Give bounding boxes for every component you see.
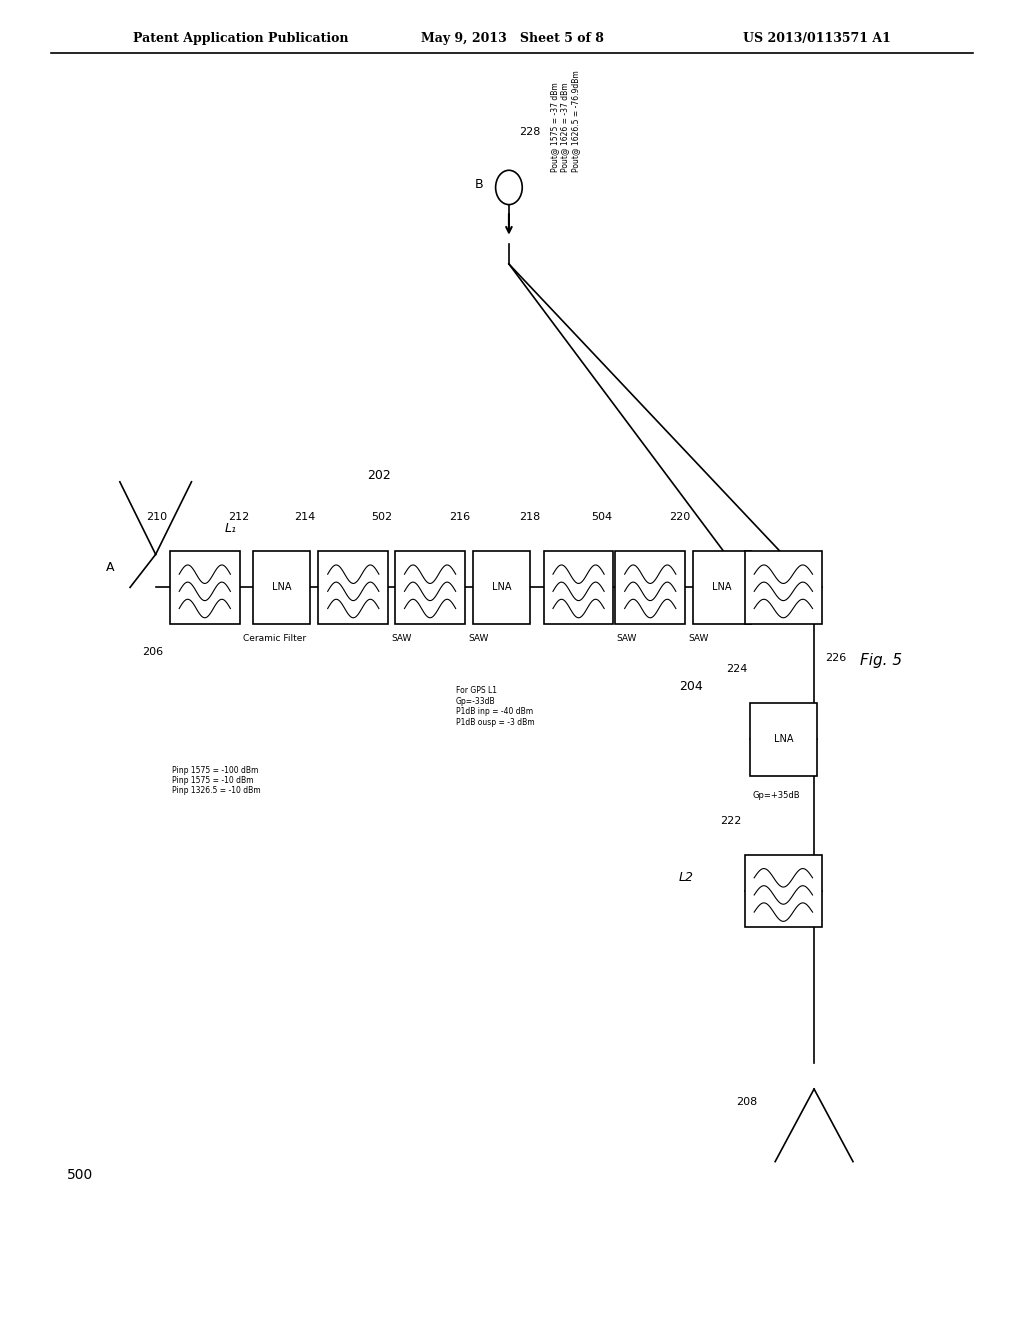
Text: 228: 228	[519, 127, 541, 137]
Text: LNA: LNA	[773, 734, 794, 744]
Circle shape	[496, 170, 522, 205]
Text: 212: 212	[228, 512, 250, 521]
Text: 500: 500	[67, 1168, 93, 1181]
Text: 202: 202	[367, 469, 391, 482]
Text: Pinp 1575 = -100 dBm
Pinp 1575 = -10 dBm
Pinp 1326.5 = -10 dBm: Pinp 1575 = -100 dBm Pinp 1575 = -10 dBm…	[172, 766, 261, 796]
Bar	[170, 552, 240, 623]
Text: B: B	[475, 178, 483, 191]
Text: SAW: SAW	[468, 634, 488, 643]
Text: US 2013/0113571 A1: US 2013/0113571 A1	[743, 32, 891, 45]
Text: Patent Application Publication: Patent Application Publication	[133, 32, 348, 45]
Text: 504: 504	[591, 512, 612, 521]
Bar	[395, 552, 465, 623]
Text: 222: 222	[721, 816, 741, 826]
Bar	[745, 552, 821, 623]
Text: A: A	[106, 561, 115, 574]
Text: 220: 220	[669, 512, 690, 521]
Text: 214: 214	[294, 512, 315, 521]
Text: L₁: L₁	[224, 521, 237, 535]
Text: May 9, 2013   Sheet 5 of 8: May 9, 2013 Sheet 5 of 8	[421, 32, 603, 45]
Text: LNA: LNA	[712, 582, 732, 593]
Bar	[615, 552, 685, 623]
Text: Pout@ 1575 = -37 dBm
Pout@ 1626 = -37 dBm
Pout@ 1626.5 = -76.9dBm: Pout@ 1575 = -37 dBm Pout@ 1626 = -37 dB…	[550, 70, 580, 172]
Text: 210: 210	[145, 512, 167, 521]
Text: LNA: LNA	[271, 582, 292, 593]
Text: 226: 226	[825, 652, 846, 663]
Text: 218: 218	[519, 512, 541, 521]
Bar	[473, 552, 530, 623]
Text: Fig. 5: Fig. 5	[860, 652, 902, 668]
Text: SAW: SAW	[616, 634, 637, 643]
Text: LNA: LNA	[492, 582, 512, 593]
Text: 216: 216	[449, 512, 470, 521]
Text: 208: 208	[736, 1097, 758, 1107]
Text: Gp=+35dB: Gp=+35dB	[752, 792, 800, 800]
Text: 502: 502	[371, 512, 392, 521]
Text: SAW: SAW	[688, 634, 709, 643]
Text: 224: 224	[726, 664, 748, 673]
Text: For GPS L1
Gp=-33dB
P1dB inp = -40 dBm
P1dB ousp = -3 dBm: For GPS L1 Gp=-33dB P1dB inp = -40 dBm P…	[456, 686, 535, 726]
Bar	[544, 552, 613, 623]
Text: 206: 206	[142, 647, 163, 657]
Text: SAW: SAW	[391, 634, 412, 643]
Bar	[745, 855, 821, 927]
Bar	[318, 552, 388, 623]
Text: 204: 204	[679, 680, 703, 693]
Text: L2: L2	[679, 871, 693, 884]
Bar	[693, 552, 751, 623]
Bar	[253, 552, 310, 623]
Bar	[750, 702, 817, 776]
Text: Ceramic Filter: Ceramic Filter	[243, 634, 306, 643]
